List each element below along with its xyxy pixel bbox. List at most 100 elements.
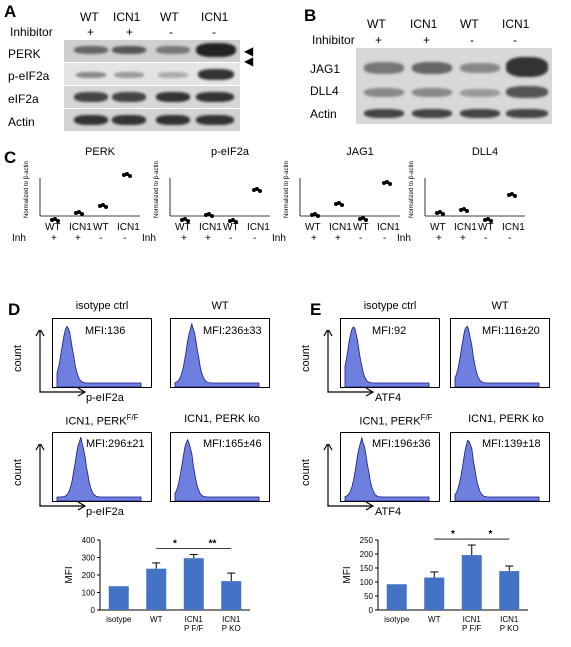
hist-title-e-3: ICN1, PERKF/F [359,413,433,428]
dotplot-xlabel: ICN1 [247,222,270,233]
bar [386,584,407,610]
bar-category-label: P KO [500,624,519,633]
dotplot-point [186,219,190,223]
lane-label-b-2: ICN1 [410,17,438,31]
bar [108,586,129,610]
dotplot-point [510,192,514,196]
significance-label: * [451,530,455,540]
row-label-b-jag1: JAG1 [310,62,341,76]
dotplot-inh-sign: - [484,233,488,244]
blot-a-actin [64,109,240,131]
hist-axes-arrows-d-2 [35,444,87,511]
dotplot-point [441,212,445,216]
bar [461,555,482,610]
dotplot-panel-c [39,172,525,224]
dotplot-xlabel: WT [478,222,494,233]
bar-category-label: P F/F [184,624,204,633]
bar-category-label: P KO [222,624,241,633]
dotplot-inh-sign: + [205,233,211,244]
blot-a-perk [64,40,240,62]
lane-label-b-3: WT [460,17,479,31]
bar [221,581,242,610]
significance-label: ** [209,539,217,550]
dotplot-inh-sign: + [311,233,317,244]
lane-label-a-1: WT [80,10,99,24]
dotplot-inh-sign: - [508,233,512,244]
hist-xlabel-d-2: p-eIF2a [86,506,124,518]
arrowhead-icon-1: ◀ [244,44,254,58]
histogram-d-icn1-ff [52,432,152,502]
panel-letter-e: E [310,300,322,319]
row-label-a-peif2a: p-eIF2a [8,69,50,83]
histogram-e-isotype [340,318,440,388]
bar-category-label: WT [428,615,441,624]
dotplot-point [489,219,493,223]
dotplot-xlabel: WT [223,222,239,233]
lane-label-b-1: WT [367,17,386,31]
panel-letter-d: D [8,300,21,319]
blot-a-peif2a [64,63,240,85]
lane-label-a-2: ICN1 [113,10,141,24]
dotplot-xlabel: WT [45,222,61,233]
histogram-e-icn1-ff [340,432,440,502]
histogram-d-isotype [52,318,152,388]
dotplot-inh-label: Inh [142,233,156,244]
hist-title-d-4: ICN1, PERK ko [184,413,260,425]
bar-category-label: isotype [106,615,132,624]
hist-title-e-2: WT [491,300,509,312]
inhibitor-a-1: + [87,25,95,39]
dotplot-point [337,201,341,205]
dotplot-point [361,216,365,220]
dotplot-ylabel: Normalized to β-actin [154,161,160,218]
bar [146,568,167,610]
bar-y-tick-label: 300 [82,554,96,563]
dotplot-title-perk: PERK [85,146,115,158]
dotplot-point [207,212,211,216]
hist-title-e-4: ICN1, PERK ko [468,413,544,425]
hist-axes-arrows-e-2 [323,444,375,511]
bar-y-tick-label: 200 [360,550,374,559]
row-label-a-actin: Actin [8,115,35,129]
dotplot-xlabel: ICN1 [329,222,352,233]
dotplot-inh-label: Inh [397,233,411,244]
lane-label-b-4: ICN1 [502,17,530,31]
dotplot-xlabel: WT [93,222,109,233]
bar [183,558,204,610]
histogram-curve [454,325,540,387]
mfi-e-2: MFI:116±20 [482,325,540,337]
dotplot-xlabel: WT [353,222,369,233]
lane-label-a-3: WT [160,10,179,24]
mfi-e-4: MFI:139±18 [482,438,541,450]
dotplot-title-peif2a: p-eIF2a [211,146,249,158]
hist-xlabel-e-1: ATF4 [375,392,402,404]
hist-ylabel-e-2: count [300,459,312,486]
dotplot-point [101,203,105,207]
bar-y-tick-label: 100 [82,589,96,598]
bar-category-label: ICN1 [222,615,241,624]
panel-letter-a: A [4,2,17,21]
bar-y-tick-label: 0 [91,606,96,615]
dotplot-inh-sign: + [460,233,466,244]
dotplot-point [486,217,490,221]
mfi-d-1: MFI:136 [85,325,126,337]
bar-category-label: ICN1 [185,615,204,624]
dotplot-point [462,207,466,211]
dotplot-ylabel: Normalized to β-actin [24,161,30,218]
dotplot-xlabel: ICN1 [502,222,525,233]
histogram-fill [454,325,540,387]
histogram-d-icn1-ko [170,432,270,502]
dotplot-point [513,194,517,198]
dotplot-inh-sign: - [99,233,103,244]
histogram-fill [174,438,260,501]
blot-a-eif2a [64,86,240,108]
mfi-d-4: MFI:165±46 [203,438,262,450]
histogram-fill [344,436,430,501]
bar-category-label: isotype [384,615,410,624]
lane-label-a-4: ICN1 [201,10,229,24]
significance-label: * [173,539,177,550]
dotplot-point [385,180,389,184]
bar-y-tick-label: 150 [360,564,374,573]
mfi-d-3: MFI:296±21 [86,438,145,450]
hist-ylabel-d-1: count [12,345,24,372]
